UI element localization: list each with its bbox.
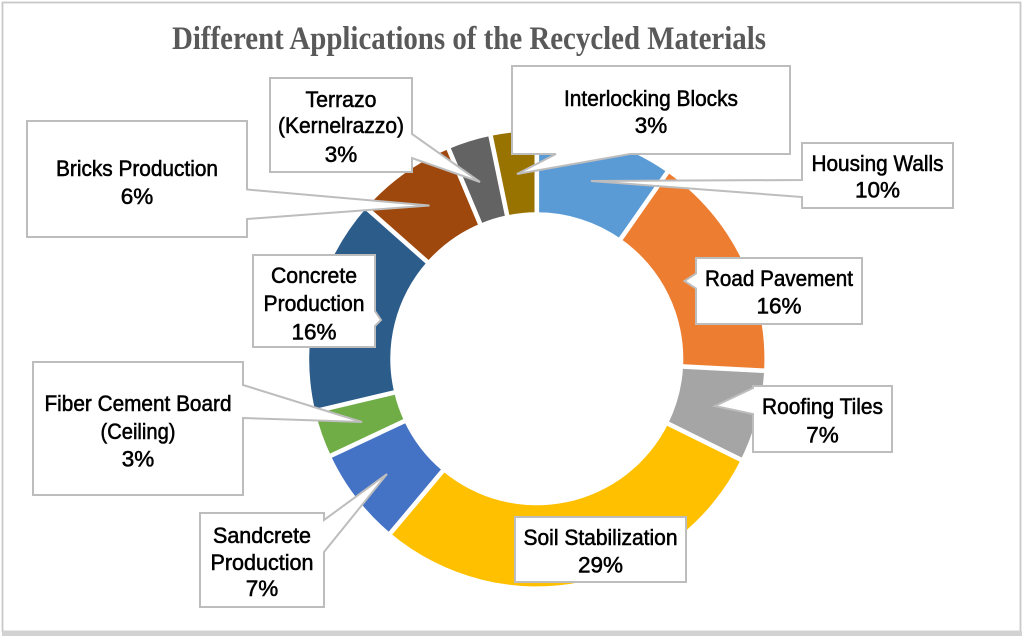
svg-text:16%: 16% [291, 319, 336, 344]
svg-text:Sandcrete: Sandcrete [213, 523, 311, 548]
svg-text:Soil Stabilization: Soil Stabilization [524, 525, 678, 550]
svg-text:7%: 7% [246, 576, 279, 601]
svg-text:3%: 3% [635, 113, 668, 138]
svg-text:16%: 16% [756, 293, 801, 318]
svg-text:Bricks Production: Bricks Production [56, 156, 218, 181]
svg-text:3%: 3% [122, 447, 155, 472]
svg-text:Different Applications of the: Different Applications of the Recycled M… [172, 21, 766, 57]
svg-text:Housing Walls: Housing Walls [812, 151, 944, 176]
svg-text:29%: 29% [578, 552, 623, 577]
svg-text:Concrete: Concrete [271, 263, 357, 288]
svg-text:(Ceiling): (Ceiling) [101, 419, 176, 444]
svg-text:Road Pavement: Road Pavement [705, 266, 854, 291]
svg-text:10%: 10% [855, 177, 900, 202]
svg-text:6%: 6% [121, 184, 154, 209]
svg-text:3%: 3% [325, 142, 358, 167]
svg-text:Production: Production [264, 291, 365, 316]
svg-text:7%: 7% [806, 423, 839, 448]
svg-text:Roofing Tiles: Roofing Tiles [762, 394, 883, 419]
svg-text:Fiber Cement Board: Fiber Cement Board [45, 391, 232, 416]
svg-text:Terrazo: Terrazo [306, 87, 377, 112]
svg-text:Interlocking Blocks: Interlocking Blocks [564, 86, 738, 111]
svg-text:Production: Production [211, 550, 314, 575]
svg-text:(Kernelrazzo): (Kernelrazzo) [278, 113, 404, 138]
